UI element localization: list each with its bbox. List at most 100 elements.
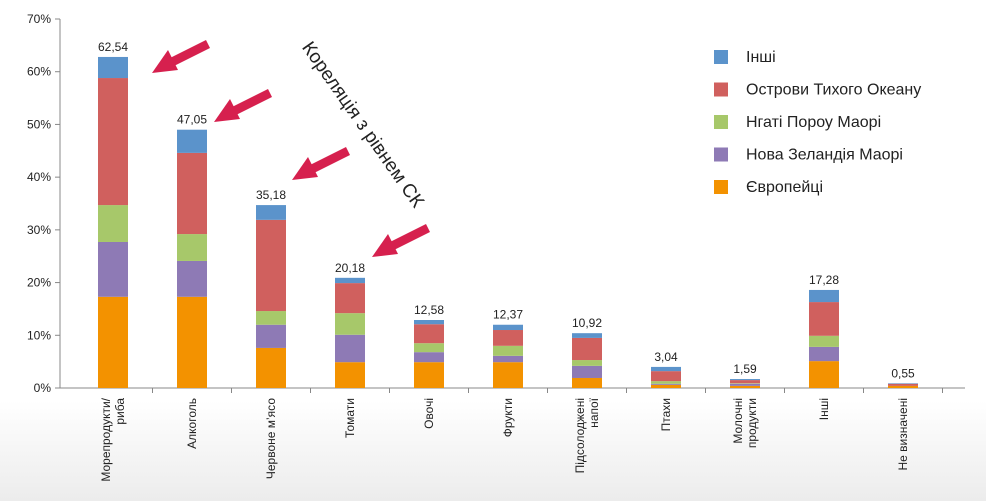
arrow	[152, 39, 211, 73]
arrow	[292, 146, 351, 180]
bar-segment	[651, 381, 681, 384]
bar-segment	[651, 366, 681, 372]
total-label: 47,05	[177, 113, 207, 127]
bar-segment	[809, 302, 839, 336]
legend-swatch	[714, 180, 728, 194]
y-tick-label: 0%	[34, 381, 52, 395]
legend-label: Інші	[746, 49, 776, 66]
bar-segment	[335, 277, 365, 284]
bar-segment	[98, 56, 128, 79]
x-tick-label: Морепродукти/риба	[99, 397, 127, 481]
bar-segment	[98, 241, 128, 297]
x-tick-label-line: продукти	[745, 398, 759, 448]
bar-segment	[493, 345, 523, 356]
bar-segment	[256, 205, 286, 220]
x-tick-label: Не визначені	[896, 398, 910, 471]
bar-segment	[177, 234, 207, 261]
x-tick-label-line: Алкоголь	[185, 398, 199, 449]
x-tick-label: Фрукти	[501, 398, 515, 437]
bar-segment	[572, 365, 602, 378]
arrows	[152, 39, 431, 257]
total-label: 12,58	[414, 303, 444, 317]
x-tick-label-line: Томати	[343, 398, 357, 438]
bar-segment	[256, 311, 286, 325]
bar-segment	[809, 335, 839, 347]
x-tick-label: Томати	[343, 398, 357, 438]
x-tick-label-line: напої	[587, 397, 601, 427]
y-tick-label: 60%	[27, 65, 51, 79]
bar-segment	[414, 324, 444, 344]
x-tick-label: Червоне м’ясо	[264, 398, 278, 479]
bar-segment	[256, 347, 286, 388]
x-tick-label: Інші	[817, 398, 831, 420]
x-tick-label: Птахи	[659, 398, 673, 431]
bar-segment	[335, 362, 365, 388]
bar-segment	[888, 385, 918, 388]
legend-label: Острови Тихого Океану	[746, 82, 921, 99]
total-label: 35,18	[256, 188, 286, 202]
bar-segment	[888, 383, 918, 386]
x-tick-label-line: Фрукти	[501, 398, 515, 437]
bar-segment	[651, 371, 681, 382]
bar-segment	[335, 283, 365, 314]
total-label: 20,18	[335, 261, 365, 275]
bar-segment	[98, 296, 128, 388]
x-tick-label-line: Молочні	[731, 398, 745, 444]
bar-segment	[414, 343, 444, 353]
total-label: 1,59	[733, 362, 757, 376]
legend-label: Європейці	[746, 179, 823, 196]
bar-segment	[177, 296, 207, 388]
bar-segment	[809, 361, 839, 388]
bar-segment	[809, 289, 839, 303]
y-tick-label: 10%	[27, 328, 51, 342]
legend-swatch	[714, 82, 728, 97]
bar-segment	[414, 352, 444, 363]
bar-segment	[335, 313, 365, 335]
bar-segment	[177, 129, 207, 153]
x-tick-label-line: Овочі	[422, 398, 436, 429]
bar-segment	[651, 384, 681, 388]
x-tick-label-line: Інші	[817, 398, 831, 420]
total-label: 0,55	[891, 366, 915, 380]
bar-segment	[98, 205, 128, 242]
bar-segment	[572, 360, 602, 366]
legend-swatch	[714, 50, 728, 64]
bar-segment	[414, 362, 444, 388]
x-tick-label: Овочі	[422, 398, 436, 429]
bar-segment	[256, 219, 286, 312]
bar-segment	[809, 346, 839, 362]
x-tick-label-line: Не визначені	[896, 398, 910, 471]
bar-segment	[98, 78, 128, 206]
bar-segment	[730, 383, 760, 386]
bar-segment	[177, 152, 207, 235]
x-tick-label: Підсолодженінапої	[573, 397, 601, 473]
x-tick-label-line: Морепродукти/	[99, 397, 113, 481]
total-label: 62,54	[98, 40, 128, 54]
bar-segment	[888, 383, 918, 384]
x-tick-label: Алкоголь	[185, 398, 199, 449]
bar-segment	[256, 324, 286, 348]
bar-segment	[651, 383, 681, 385]
bar-segment	[493, 355, 523, 363]
bar-segment	[493, 324, 523, 331]
legend-label: Нова Зеландія Маорі	[746, 147, 903, 164]
bar-segment	[572, 337, 602, 361]
y-tick-label: 30%	[27, 223, 51, 237]
bar-segment	[493, 330, 523, 346]
bar-segment	[730, 383, 760, 384]
bar-segment	[730, 380, 760, 384]
y-tick-label: 50%	[27, 117, 51, 131]
legend-swatch	[714, 147, 728, 162]
x-tick-label: Молочніпродукти	[731, 398, 759, 448]
arrow	[372, 223, 431, 257]
arrow	[214, 88, 273, 122]
total-label: 10,92	[572, 316, 602, 330]
x-tick-label-line: Червоне м’ясо	[264, 398, 278, 479]
bar-segment	[335, 334, 365, 363]
total-label: 3,04	[654, 350, 678, 364]
bar-segment	[493, 362, 523, 388]
y-tick-label: 20%	[27, 276, 51, 290]
bar-segment	[730, 379, 760, 381]
